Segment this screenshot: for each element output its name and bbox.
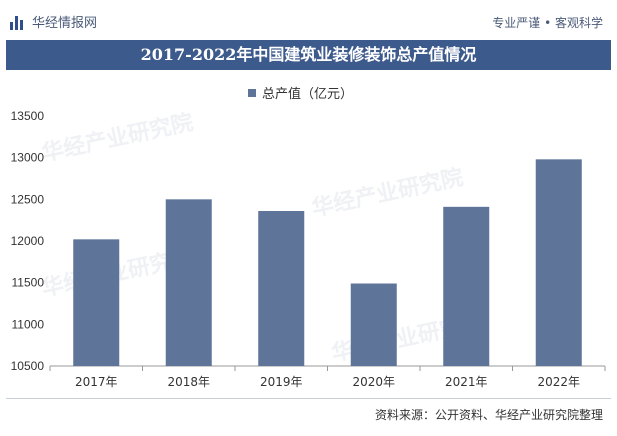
bar <box>258 211 305 366</box>
bar <box>350 283 397 366</box>
bar <box>73 239 120 366</box>
x-tick-label: 2022年 <box>537 375 580 389</box>
bar-chart-logo-icon <box>10 14 24 30</box>
header-bar: 华经情报网 专业严谨 • 客观科学 <box>6 8 611 36</box>
x-tick-label: 2019年 <box>260 375 303 389</box>
y-tick-label: 11500 <box>12 276 45 290</box>
legend-label: 总产值（亿元） <box>262 87 354 102</box>
y-tick-label: 11000 <box>12 317 45 331</box>
brand-name: 华经情报网 <box>32 16 98 31</box>
source-note: 资料来源：公开资料、华经产业研究院整理 <box>374 408 603 422</box>
bar <box>443 206 490 366</box>
y-tick-label: 12000 <box>11 234 45 248</box>
footer-divider <box>6 398 611 399</box>
y-tick-label: 12500 <box>11 192 45 206</box>
y-tick-label: 13000 <box>11 151 45 165</box>
brand: 华经情报网 <box>10 12 97 31</box>
y-tick-label: 10500 <box>11 359 45 373</box>
title-bar: 2017-2022年中国建筑业装修装饰总产值情况 <box>6 40 611 70</box>
legend-swatch <box>248 88 256 97</box>
bar <box>165 199 212 366</box>
x-tick-label: 2017年 <box>75 375 118 389</box>
legend: 总产值（亿元） <box>248 83 353 102</box>
slogan: 专业严谨 • 客观科学 <box>492 16 603 30</box>
x-tick-label: 2021年 <box>445 375 488 389</box>
chart-title: 2017-2022年中国建筑业装修装饰总产值情况 <box>140 45 477 64</box>
y-tick-label: 13500 <box>11 109 45 123</box>
x-tick-label: 2020年 <box>352 375 395 389</box>
x-tick-label: 2018年 <box>167 375 210 389</box>
bar <box>535 159 582 366</box>
